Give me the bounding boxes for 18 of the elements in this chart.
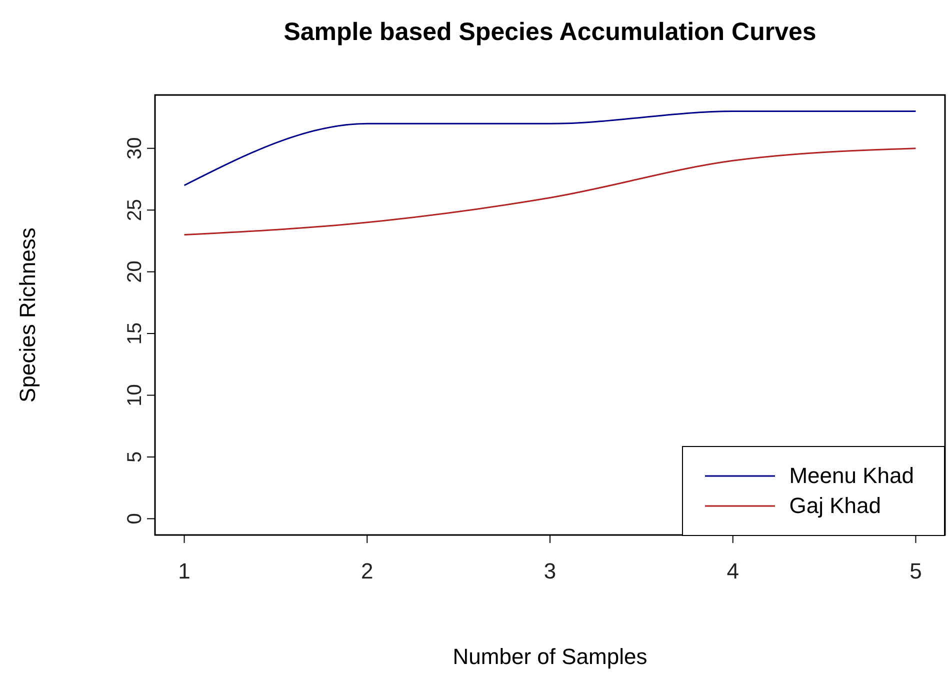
legend-label: Meenu Khad	[789, 462, 914, 490]
x-tick-label: 5	[910, 558, 922, 584]
y-axis-title: Species Richness	[15, 228, 41, 402]
x-tick-label: 3	[544, 558, 556, 584]
chart-title: Sample based Species Accumulation Curves	[282, 18, 818, 47]
x-axis-title: Number of Samples	[452, 644, 648, 670]
y-tick-label: 15	[124, 322, 146, 345]
y-tick-label: 5	[124, 451, 146, 463]
y-tick-label: 25	[124, 198, 146, 222]
y-tick-label: 20	[124, 260, 146, 283]
x-tick-label: 2	[361, 558, 374, 584]
y-tick-label: 0	[124, 513, 146, 524]
y-tick-label: 10	[124, 384, 146, 406]
x-tick-label: 1	[178, 558, 190, 584]
legend-label: Gaj Khad	[789, 492, 881, 520]
line-series	[184, 148, 916, 236]
x-tick-label: 4	[726, 558, 739, 584]
y-tick-label: 30	[124, 137, 146, 160]
